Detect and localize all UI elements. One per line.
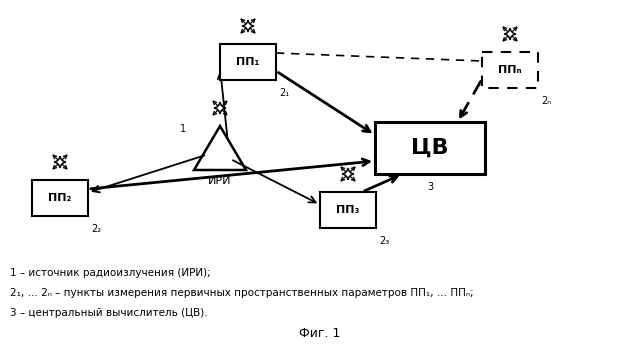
Text: 3 – центральный вычислитель (ЦВ).: 3 – центральный вычислитель (ЦВ). xyxy=(10,308,207,318)
Text: 2₁, … 2ₙ – пункты измерения первичных пространственных параметров ПП₁, … ППₙ;: 2₁, … 2ₙ – пункты измерения первичных пр… xyxy=(10,288,474,298)
Bar xyxy=(220,44,276,80)
Text: ПП₃: ПП₃ xyxy=(336,205,360,215)
Text: ПП₁: ПП₁ xyxy=(236,57,260,67)
Text: 2₁: 2₁ xyxy=(279,88,289,98)
Text: 2₂: 2₂ xyxy=(91,224,101,234)
Text: 1 – источник радиоизлучения (ИРИ);: 1 – источник радиоизлучения (ИРИ); xyxy=(10,268,211,278)
Text: 2ₙ: 2ₙ xyxy=(541,96,551,106)
Bar xyxy=(32,180,88,216)
Text: ПП₂: ПП₂ xyxy=(48,193,72,203)
Text: Фиг. 1: Фиг. 1 xyxy=(300,327,340,340)
Text: 3: 3 xyxy=(427,182,433,192)
Text: 2₃: 2₃ xyxy=(379,236,389,246)
Text: ИРИ: ИРИ xyxy=(208,176,232,186)
Bar xyxy=(482,52,538,88)
Text: ППₙ: ППₙ xyxy=(498,65,522,75)
Bar xyxy=(375,122,485,174)
Text: ЦВ: ЦВ xyxy=(411,138,449,158)
Bar xyxy=(320,192,376,228)
Text: 1: 1 xyxy=(180,124,186,134)
